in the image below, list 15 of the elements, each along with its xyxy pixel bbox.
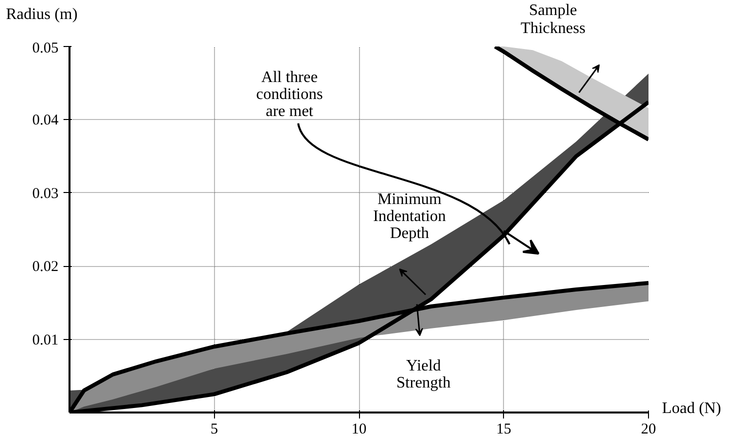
x-tick-label: 15	[496, 422, 512, 438]
y-tick-label: 0.02	[32, 259, 58, 276]
annotation: Minimum Indentation Depth	[373, 191, 446, 242]
text: Sample Thickness	[520, 2, 586, 38]
y-tick-label: 0.03	[32, 186, 58, 202]
x-tick-label: 10	[352, 422, 366, 438]
annotation: Yield Strength	[396, 358, 451, 392]
x-axis-title: Load (N)	[662, 399, 722, 419]
y-tick-label: 0.05	[32, 40, 58, 56]
y-axis-title: Radius (m)	[6, 5, 78, 25]
annotation: All three conditions are met	[256, 69, 323, 120]
x-tick-label: 20	[641, 422, 656, 438]
x-tick-label: 5	[210, 422, 218, 438]
y-tick-label: 0.04	[32, 112, 59, 129]
y-tick-label: 0.01	[32, 332, 58, 348]
